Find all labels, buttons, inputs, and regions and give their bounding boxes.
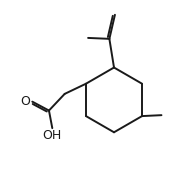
Text: OH: OH (43, 129, 62, 142)
Text: O: O (20, 95, 30, 108)
